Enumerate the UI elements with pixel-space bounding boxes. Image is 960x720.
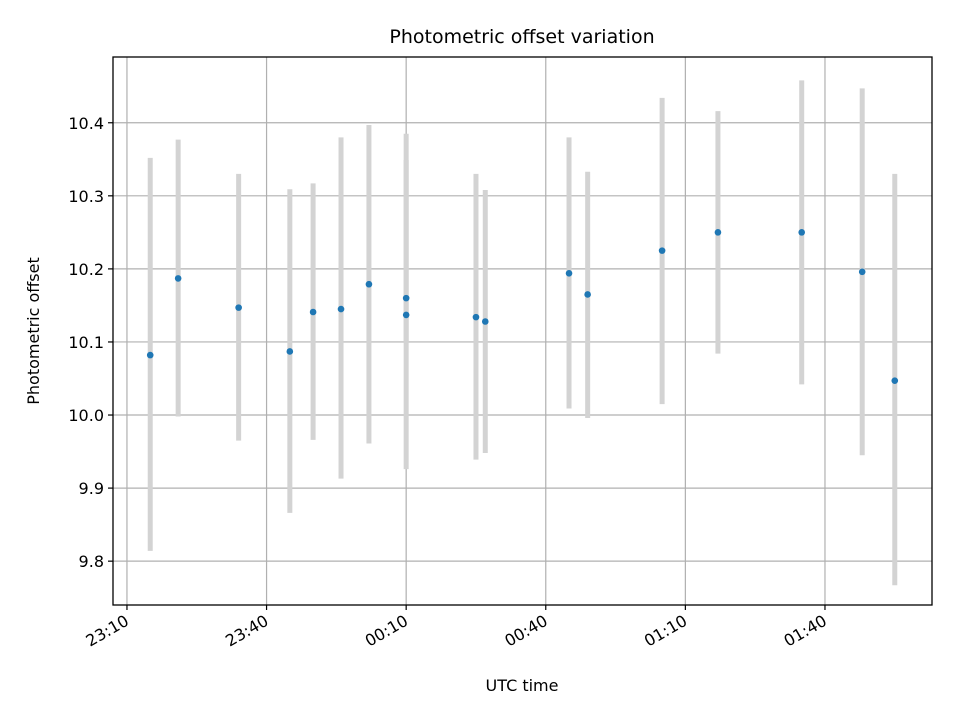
y-tick-label: 10.2 bbox=[68, 260, 104, 279]
y-tick-label: 9.8 bbox=[79, 552, 104, 571]
data-point bbox=[174, 275, 182, 282]
data-point bbox=[309, 308, 317, 316]
data-point bbox=[402, 311, 410, 319]
data-point bbox=[658, 247, 666, 254]
plot-area bbox=[113, 57, 932, 605]
data-point bbox=[891, 377, 899, 384]
data-point bbox=[472, 313, 480, 321]
data-point bbox=[481, 318, 489, 325]
y-axis-title: Photometric offset bbox=[24, 257, 43, 405]
data-point bbox=[584, 291, 591, 298]
data-point bbox=[798, 229, 806, 236]
y-tick-label: 10.1 bbox=[68, 333, 104, 352]
x-axis-title: UTC time bbox=[486, 676, 559, 695]
data-point bbox=[858, 268, 866, 276]
data-point bbox=[286, 348, 294, 355]
data-point bbox=[402, 294, 410, 302]
data-point bbox=[146, 351, 154, 359]
y-tick-label: 9.9 bbox=[79, 479, 104, 498]
data-points bbox=[146, 229, 899, 384]
y-axis-ticks: 9.8 9.9 10.0 10.1 10.2 10.3 10.4 bbox=[68, 114, 113, 571]
data-point bbox=[565, 269, 573, 277]
y-tick-label: 10.4 bbox=[68, 114, 104, 133]
data-point bbox=[365, 280, 373, 288]
data-point bbox=[235, 304, 242, 311]
y-tick-label: 10.3 bbox=[68, 187, 104, 206]
chart-title: Photometric offset variation bbox=[389, 26, 654, 48]
plot-frame bbox=[112, 56, 933, 606]
y-tick-label: 10.0 bbox=[68, 406, 104, 425]
data-point bbox=[714, 229, 722, 236]
data-point bbox=[337, 305, 345, 313]
